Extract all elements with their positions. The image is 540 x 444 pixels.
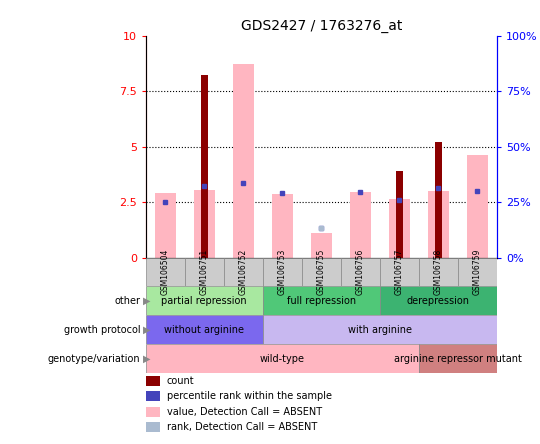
Bar	[146, 258, 185, 286]
Bar	[224, 36, 263, 258]
Bar	[419, 344, 497, 373]
Text: full repression: full repression	[287, 296, 356, 306]
Bar	[263, 286, 380, 315]
Title: GDS2427 / 1763276_at: GDS2427 / 1763276_at	[241, 19, 402, 33]
Text: genotype/variation: genotype/variation	[48, 353, 140, 364]
Bar	[467, 155, 488, 258]
Text: value, Detection Call = ABSENT: value, Detection Call = ABSENT	[167, 407, 322, 417]
Bar	[146, 36, 185, 258]
Bar	[146, 391, 160, 401]
Bar	[146, 286, 263, 315]
Text: GSM106751: GSM106751	[200, 249, 209, 295]
Bar	[341, 258, 380, 286]
Text: wild-type: wild-type	[260, 353, 305, 364]
Text: partial repression: partial repression	[161, 296, 247, 306]
Bar	[154, 193, 176, 258]
Text: GSM106757: GSM106757	[395, 249, 404, 295]
Bar	[380, 36, 419, 258]
Bar	[302, 36, 341, 258]
Bar	[396, 171, 403, 258]
Bar	[224, 258, 263, 286]
Text: growth protocol: growth protocol	[64, 325, 140, 335]
Text: GSM106504: GSM106504	[161, 249, 170, 295]
Bar	[193, 190, 215, 258]
Bar	[263, 315, 497, 344]
Bar	[146, 422, 160, 432]
Text: GSM106756: GSM106756	[356, 249, 365, 295]
Text: GSM106752: GSM106752	[239, 249, 248, 295]
Bar	[185, 36, 224, 258]
Text: ▶: ▶	[143, 296, 151, 306]
Text: without arginine: without arginine	[164, 325, 244, 335]
Bar	[302, 258, 341, 286]
Text: with arginine: with arginine	[348, 325, 412, 335]
Bar	[419, 36, 458, 258]
Text: GSM106759: GSM106759	[473, 249, 482, 295]
Bar	[389, 199, 410, 258]
Bar	[146, 315, 263, 344]
Bar	[458, 258, 497, 286]
Text: derepression: derepression	[407, 296, 470, 306]
Bar	[341, 36, 380, 258]
Bar	[146, 407, 160, 417]
Text: ▶: ▶	[143, 325, 151, 335]
Text: percentile rank within the sample: percentile rank within the sample	[167, 391, 332, 401]
Text: count: count	[167, 376, 194, 386]
Bar	[146, 344, 419, 373]
Bar	[380, 286, 497, 315]
Bar	[146, 376, 160, 386]
Text: other: other	[114, 296, 140, 306]
Bar	[458, 36, 497, 258]
Bar	[310, 233, 332, 258]
Bar	[419, 258, 458, 286]
Bar	[380, 258, 419, 286]
Bar	[233, 64, 254, 258]
Text: arginine repressor mutant: arginine repressor mutant	[394, 353, 522, 364]
Text: GSM106755: GSM106755	[317, 249, 326, 295]
Bar	[435, 142, 442, 258]
Bar	[428, 191, 449, 258]
Bar	[349, 192, 371, 258]
Bar	[185, 258, 224, 286]
Bar	[272, 194, 293, 258]
Text: rank, Detection Call = ABSENT: rank, Detection Call = ABSENT	[167, 422, 317, 432]
Bar	[263, 36, 302, 258]
Text: GSM106758: GSM106758	[434, 249, 443, 295]
Text: ▶: ▶	[143, 353, 151, 364]
Text: GSM106753: GSM106753	[278, 249, 287, 295]
Bar	[201, 75, 208, 258]
Bar	[263, 258, 302, 286]
